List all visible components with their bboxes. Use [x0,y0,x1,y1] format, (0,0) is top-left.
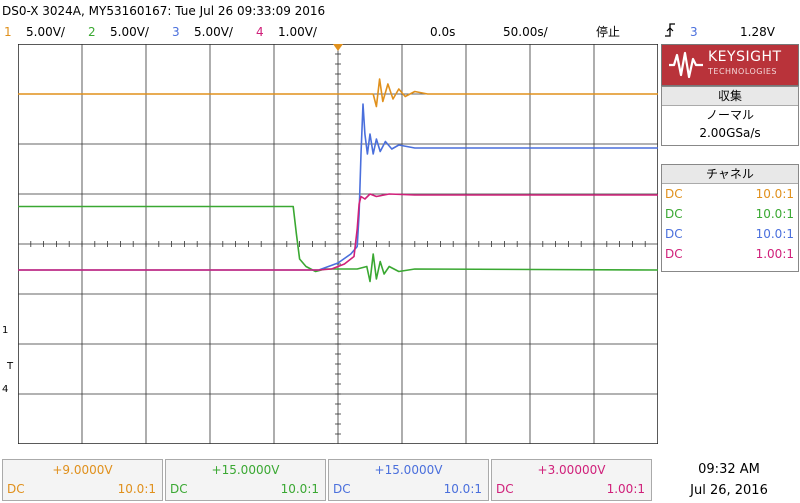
trace-ch4 [18,193,658,271]
ch2-number[interactable]: 2 [88,25,96,39]
ch1-number[interactable]: 1 [4,25,12,39]
clock-time: 09:32 AM [698,462,760,477]
channel-row-1[interactable]: DC 10.0:1 [662,184,798,204]
ch4-number[interactable]: 4 [256,25,264,39]
channel-offset-bar: +9.0000V DC 10.0:1 +15.0000V DC 10.0:1 +… [2,459,654,501]
waveform-display[interactable] [18,44,658,444]
sample-rate: 2.00GSa/s [699,126,761,140]
ch2-offset-cell[interactable]: +15.0000V DC 10.0:1 [165,459,326,501]
ch1-offset-probe: 10.0:1 [117,482,156,496]
ch4-scale[interactable]: 1.00V/ [278,25,317,39]
ch2-coupling: DC [665,207,683,221]
ch4-coupling: DC [665,247,683,261]
ch1-probe: 10.0:1 [755,187,794,201]
ch3-offset: +15.0000V [374,463,443,477]
trigger-level-marker[interactable]: T [7,361,14,372]
channel-row-3[interactable]: DC 10.0:1 [662,224,798,244]
acquisition-mode: ノーマル [705,108,754,122]
trigger-rising-edge-icon[interactable] [664,22,676,44]
side-panel: KEYSIGHT TECHNOLOGIES 収集 ノーマル 2.00GSa/s … [661,44,799,444]
channel-panel-header: チャネル [662,165,798,184]
time-delay[interactable]: 0.0s [430,25,456,39]
trigger-position-marker [333,44,343,51]
ch3-coupling: DC [665,227,683,241]
ch3-offset-cell[interactable]: +15.0000V DC 10.0:1 [328,459,489,501]
channel-panel[interactable]: チャネル DC 10.0:1 DC 10.0:1 DC 10.0:1 DC 1.… [661,164,799,272]
ch2-offset-coupling: DC [170,482,188,496]
ch4-offset-cell[interactable]: +3.00000V DC 1.00:1 [491,459,652,501]
acquisition-header: 収集 [662,87,798,106]
ch2-offset-probe: 10.0:1 [280,482,319,496]
ch2-scale[interactable]: 5.00V/ [110,25,149,39]
trace-ch2 [18,205,658,283]
waveform-plot[interactable] [18,44,658,444]
ch1-scale[interactable]: 5.00V/ [26,25,65,39]
time-scale[interactable]: 50.00s/ [503,25,548,39]
ch1-ground-marker[interactable]: 1 [2,325,9,336]
keysight-wave-icon [669,51,703,79]
keysight-logo: KEYSIGHT TECHNOLOGIES [661,44,799,86]
ch1-offset-coupling: DC [7,482,25,496]
acquisition-panel[interactable]: 収集 ノーマル 2.00GSa/s [661,86,799,146]
ch4-offset-probe: 1.00:1 [606,482,645,496]
trace-ch1 [18,78,658,108]
ch4-offset: +3.00000V [537,463,606,477]
trigger-level[interactable]: 1.28V [740,25,775,39]
ch3-offset-probe: 10.0:1 [443,482,482,496]
ch3-scale[interactable]: 5.00V/ [194,25,233,39]
ch3-number[interactable]: 3 [172,25,180,39]
channel-status-bar: 1 5.00V/ 2 5.00V/ 3 5.00V/ 4 1.00V/ 0.0s… [0,22,800,42]
ch4-offset-coupling: DC [496,482,514,496]
clock-date: Jul 26, 2016 [690,483,768,498]
channel-row-4[interactable]: DC 1.00:1 [662,244,798,264]
ch2-offset: +15.0000V [211,463,280,477]
channel-row-2[interactable]: DC 10.0:1 [662,204,798,224]
ch3-probe: 10.0:1 [755,227,794,241]
ch1-coupling: DC [665,187,683,201]
run-state[interactable]: 停止 [596,25,621,39]
ch4-probe: 1.00:1 [755,247,794,261]
window-title: DS0-X 3024A, MY53160167: Tue Jul 26 09:3… [0,0,800,22]
trace-ch3 [18,103,658,271]
ch3-offset-coupling: DC [333,482,351,496]
trigger-source[interactable]: 3 [690,25,698,39]
logo-brand: KEYSIGHT [708,49,782,65]
ch2-probe: 10.0:1 [755,207,794,221]
ch1-offset: +9.0000V [52,463,113,477]
ch1-offset-cell[interactable]: +9.0000V DC 10.0:1 [2,459,163,501]
ch4-ground-marker[interactable]: 4 [2,384,9,395]
logo-sub: TECHNOLOGIES [708,67,777,76]
clock: 09:32 AM Jul 26, 2016 [664,459,794,501]
